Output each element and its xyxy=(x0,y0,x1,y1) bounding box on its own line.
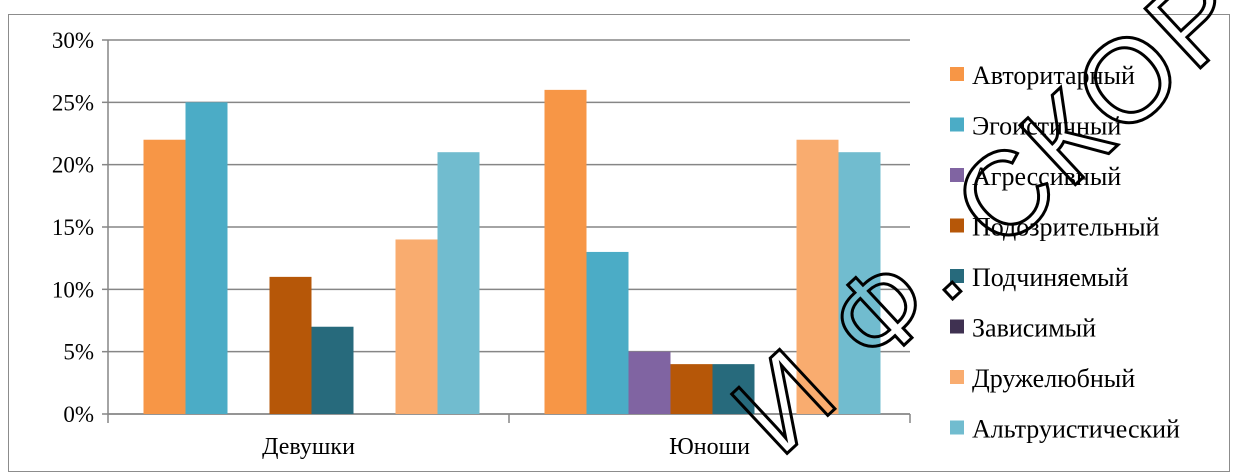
bar xyxy=(143,139,186,414)
bar xyxy=(269,276,312,414)
bar xyxy=(185,102,228,414)
legend-label: Эгоистичный xyxy=(972,112,1121,141)
y-tick-label: 20% xyxy=(52,153,94,178)
legend-swatch xyxy=(950,370,964,384)
legend-swatch xyxy=(950,168,964,182)
bar xyxy=(586,251,629,414)
legend-label: Зависимый xyxy=(972,314,1096,343)
bar xyxy=(395,239,438,414)
legend-label: Агрессивный xyxy=(972,162,1121,191)
x-category-label: Юноши xyxy=(669,434,750,460)
bar xyxy=(838,152,881,414)
y-tick-label: 30% xyxy=(52,28,94,53)
y-tick-label: 15% xyxy=(52,215,94,240)
bar xyxy=(628,351,671,414)
x-category-label: Девушки xyxy=(262,434,355,460)
legend-label: Подозрительный xyxy=(972,213,1160,242)
legend-swatch xyxy=(950,218,964,233)
bar xyxy=(544,89,587,414)
legend-swatch xyxy=(950,269,964,283)
y-tick-label: 10% xyxy=(52,277,94,302)
bar xyxy=(670,364,713,414)
legend-label: Авторитарный xyxy=(972,61,1135,90)
chart-frame xyxy=(8,14,1230,472)
legend-swatch xyxy=(950,117,964,132)
bar xyxy=(437,152,480,414)
y-tick-label: 0% xyxy=(63,402,94,427)
legend-swatch xyxy=(950,67,964,81)
bar xyxy=(311,326,354,414)
legend-label: Дружелюбный xyxy=(972,364,1135,393)
y-tick-label: 25% xyxy=(52,90,94,115)
bar xyxy=(796,139,839,414)
legend-label: Подчиняемый xyxy=(972,263,1129,292)
legend-swatch xyxy=(950,420,964,435)
legend-label: Альтруистический xyxy=(972,415,1180,444)
legend-swatch xyxy=(950,319,964,334)
bar xyxy=(712,364,755,414)
y-tick-label: 5% xyxy=(63,340,94,365)
